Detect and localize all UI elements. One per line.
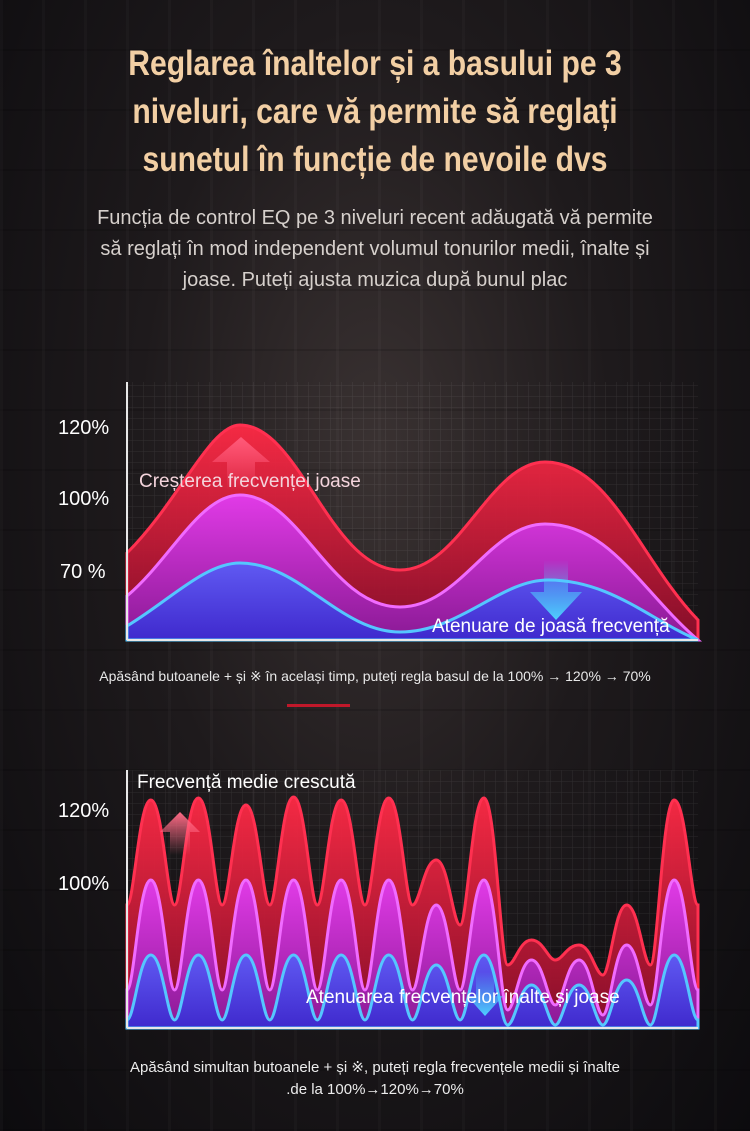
mid-high-eq-chart — [125, 770, 700, 1030]
intro-line-2: să reglați în mod independent volumul to… — [100, 238, 650, 260]
chart2-series-120 — [125, 795, 700, 1030]
title-line-1: Reglarea înaltelor și a basului pe 3 — [128, 44, 622, 83]
chart1-ytick-120: 120% — [58, 417, 110, 439]
chart2-up-arrow-icon — [160, 812, 200, 855]
chart2-ytick-100: 100% — [58, 873, 110, 895]
title-line-3: sunetul în funcție de nevoile dvs — [142, 140, 608, 179]
bass-eq-chart — [125, 382, 703, 642]
chart2-boost-label: Frecvență medie crescută — [137, 772, 356, 793]
chart1-up-arrow-icon — [212, 437, 270, 490]
chart1-attenuation-label: Atenuare de joasă frecvență — [432, 616, 670, 637]
chart2-caption-line-1: Apăsând simultan butoanele + și ※, puteț… — [130, 1059, 620, 1076]
chart2-ytick-120: 120% — [58, 800, 110, 822]
chart1-caption: Apăsând butoanele + și ※ în același timp… — [99, 668, 651, 684]
chart2-caption-line-2: .de la 100%→120%→70% — [286, 1081, 464, 1098]
intro-text: Funcția de control EQ pe 3 niveluri rece… — [30, 203, 720, 296]
intro-line-1: Funcția de control EQ pe 3 niveluri rece… — [97, 207, 653, 229]
chart2-series-70 — [125, 953, 700, 1030]
page-title: Reglarea înaltelor și a basului pe 3 niv… — [87, 40, 663, 184]
chart1-boost-label: Creșterea frecvenței joase — [139, 471, 361, 492]
section-divider — [287, 704, 350, 707]
chart1-ytick-100: 100% — [58, 488, 110, 510]
chart1-ytick-70: 70 % — [60, 561, 106, 583]
chart2-attenuation-label: Atenuarea frecvențelor înalte și joase — [306, 987, 620, 1008]
chart2-down-arrow-icon — [467, 972, 503, 1016]
chart2-caption: Apăsând simultan butoanele + și ※, puteț… — [60, 1057, 690, 1101]
chart1-down-arrow-icon — [530, 560, 582, 620]
chart2-series-100 — [125, 878, 700, 1030]
intro-line-3: joase. Puteți ajusta muzica după bunul p… — [182, 269, 568, 291]
title-line-2: niveluri, care vă permite să reglați — [132, 92, 618, 131]
